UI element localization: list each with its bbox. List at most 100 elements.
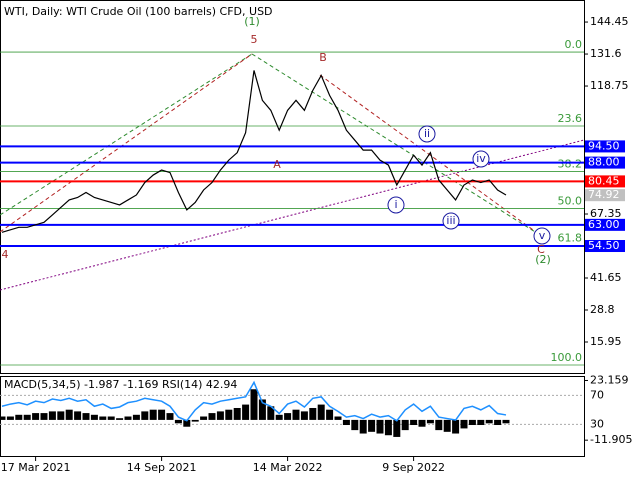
- macd-bar: [284, 413, 292, 420]
- y-tick-label: 41.65: [590, 271, 622, 284]
- macd-bar: [116, 418, 124, 420]
- rsi-line: [1, 380, 507, 422]
- level-label: 88.00: [588, 156, 620, 169]
- wave-label: i: [394, 198, 397, 211]
- y-tick-label: 67.35: [590, 207, 622, 220]
- macd-bar: [166, 413, 174, 420]
- macd-bar: [23, 414, 31, 420]
- macd-bar: [0, 416, 6, 420]
- macd-bar: [342, 419, 350, 426]
- macd-bar: [426, 419, 434, 424]
- y-tick-label: 23.159: [590, 373, 629, 386]
- macd-bar: [57, 411, 65, 420]
- macd-bar: [65, 409, 73, 420]
- level-box: [585, 175, 625, 188]
- macd-bar: [468, 419, 476, 426]
- level-box: [585, 156, 625, 169]
- level-label: 94.50: [588, 139, 620, 152]
- y-tick-label: 144.45: [590, 15, 629, 28]
- macd-bar: [477, 419, 485, 426]
- fib-label: 50.0: [558, 194, 583, 207]
- level-box: [585, 140, 625, 153]
- macd-bar: [208, 413, 216, 420]
- y-tick-label: -11.905: [590, 433, 632, 446]
- macd-bar: [174, 419, 182, 424]
- macd-bar: [158, 409, 166, 420]
- macd-bar: [225, 409, 233, 420]
- fib-label: 38.2: [558, 158, 583, 171]
- macd-bar: [191, 419, 199, 422]
- macd-bar: [368, 419, 376, 432]
- macd-bar: [258, 399, 266, 420]
- wave-circle: [442, 212, 460, 230]
- y-tick-label: 70: [590, 388, 604, 401]
- macd-bar: [48, 411, 56, 420]
- macd-bar: [40, 413, 48, 420]
- x-tick-label: 14 Mar 2022: [253, 461, 323, 474]
- macd-bar: [99, 416, 107, 420]
- macd-bar: [200, 416, 208, 420]
- macd-bar: [502, 419, 510, 424]
- wave-circle: [418, 125, 436, 143]
- y-tick-label: 15.95: [590, 335, 622, 348]
- x-tick-label: 17 Mar 2021: [1, 461, 71, 474]
- macd-bar: [82, 413, 90, 420]
- macd-bar: [317, 404, 325, 420]
- wave-circle: [533, 227, 551, 245]
- macd-bar: [401, 419, 409, 431]
- macd-bar: [250, 389, 258, 420]
- wave-label: B: [319, 51, 327, 64]
- level-box: [585, 218, 625, 231]
- level-label: 54.50: [588, 239, 620, 252]
- y-tick-label: 28.8: [590, 303, 615, 316]
- wave-circle: [387, 196, 405, 214]
- wave-label: iii: [446, 214, 455, 227]
- level-label: 63.00: [588, 218, 620, 231]
- y-tick-label: 118.75: [590, 79, 629, 92]
- macd-bar: [435, 419, 443, 431]
- wave-label: (2): [535, 253, 551, 266]
- fib-label: 100.0: [551, 351, 583, 364]
- macd-bar: [334, 416, 342, 420]
- wave-label: (1): [244, 15, 260, 28]
- macd-bar: [74, 411, 82, 420]
- macd-bar: [351, 419, 359, 431]
- macd-bar: [32, 413, 40, 420]
- level-label: 74.92: [588, 188, 620, 201]
- macd-bar: [107, 416, 115, 420]
- macd-bar: [292, 409, 300, 420]
- level-box: [585, 240, 625, 253]
- level-box: [585, 189, 625, 202]
- macd-bar: [460, 419, 468, 429]
- wave-label: 5: [251, 33, 258, 46]
- wave-label: A: [273, 158, 281, 171]
- wave-label: ii: [424, 127, 430, 140]
- fib-label: 0.0: [565, 38, 583, 51]
- price-line: [1, 70, 507, 233]
- macd-bar: [149, 409, 157, 420]
- wave-label: iv: [476, 152, 486, 165]
- macd-bar: [242, 404, 250, 420]
- wave-circle: [472, 150, 490, 168]
- macd-bar: [309, 407, 317, 420]
- wave-label: 4: [2, 248, 9, 261]
- macd-bar: [275, 414, 283, 420]
- x-tick-label: 9 Sep 2022: [382, 461, 445, 474]
- macd-bar: [494, 419, 502, 426]
- y-tick-label: 131.6: [590, 47, 622, 60]
- macd-bar: [132, 414, 140, 420]
- x-tick-label: 14 Sep 2021: [127, 461, 197, 474]
- macd-bar: [90, 414, 98, 420]
- macd-bar: [393, 419, 401, 437]
- macd-bar: [443, 419, 451, 432]
- macd-bar: [452, 419, 460, 434]
- wave-label: v: [539, 229, 546, 242]
- macd-bar: [233, 407, 241, 420]
- y-tick-label: 30: [590, 417, 604, 430]
- macd-bar: [15, 414, 23, 420]
- macd-bar: [418, 419, 426, 427]
- macd-bar: [124, 416, 132, 420]
- macd-bar: [6, 416, 14, 420]
